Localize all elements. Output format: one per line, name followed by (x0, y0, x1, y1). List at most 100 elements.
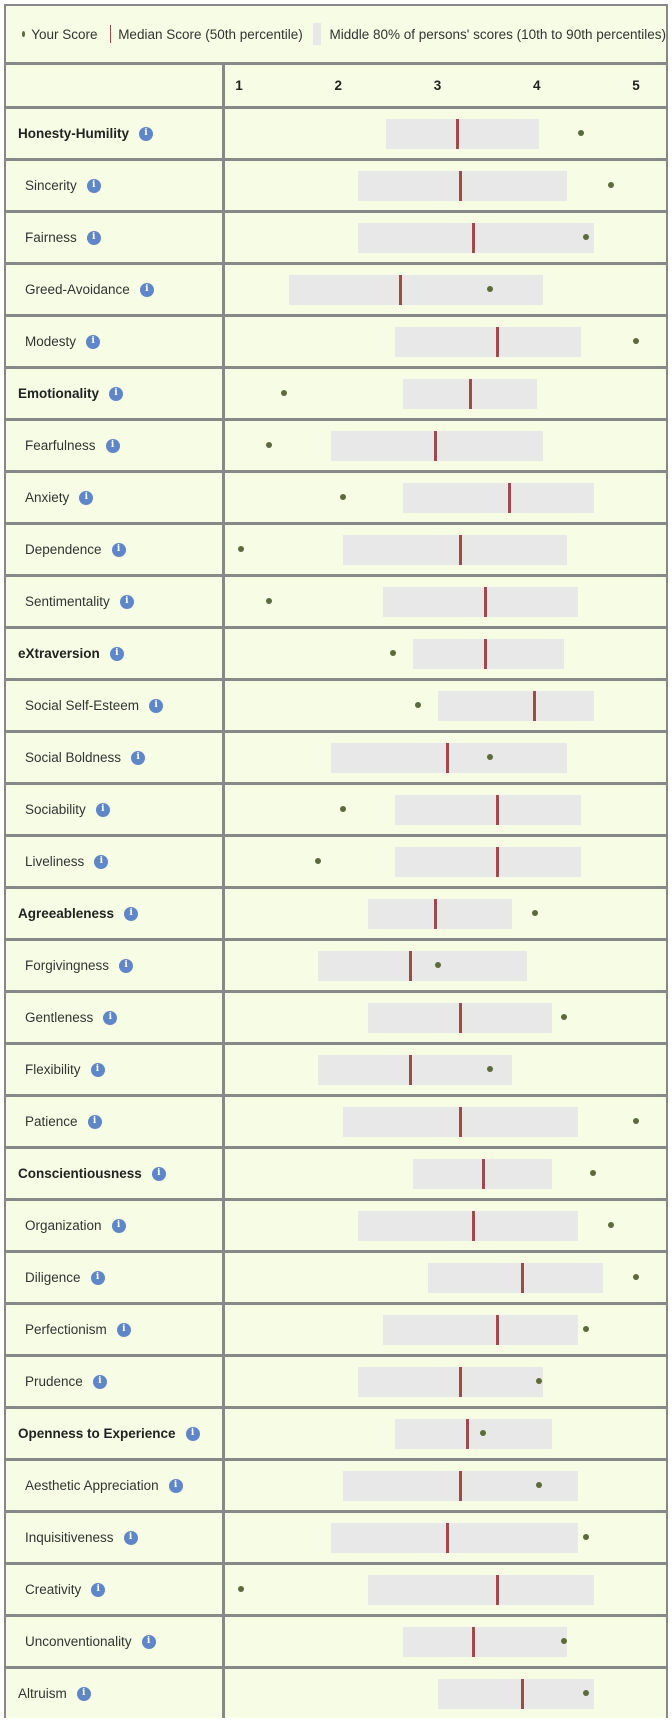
info-icon[interactable]: i (151, 1166, 166, 1181)
range-box (394, 847, 582, 877)
trait-name: Organization i (25, 1201, 126, 1250)
info-icon[interactable]: i (168, 1478, 183, 1493)
info-icon[interactable]: i (109, 646, 124, 661)
info-icon[interactable]: i (123, 1530, 138, 1545)
median-line (458, 1367, 462, 1397)
median-line (508, 483, 512, 513)
trait-plot-cell (225, 1253, 666, 1302)
score-dot (389, 650, 396, 656)
trait-plot-cell (225, 1305, 666, 1354)
range-box (394, 1419, 552, 1449)
trait-name-text: Agreeableness (18, 906, 115, 921)
score-dot (265, 442, 272, 448)
trait-label-cell: Openness to Experience i (6, 1409, 222, 1458)
info-icon[interactable]: i (111, 1218, 126, 1233)
trait-name-text: Social Boldness (25, 750, 122, 765)
info-icon[interactable]: i (94, 854, 109, 869)
trait-name: Forgivingness i (25, 941, 134, 990)
info-icon[interactable]: i (76, 1686, 91, 1701)
hexaco-results-table: Your Score Median Score (50th percentile… (4, 4, 668, 1718)
info-icon[interactable]: i (111, 542, 126, 557)
range-box (358, 223, 595, 253)
trait-name-text: Flexibility (25, 1062, 81, 1077)
trait-label-cell: Dependence i (6, 525, 222, 574)
trait-label-cell: Emotionality i (6, 369, 222, 418)
score-dot (578, 130, 585, 136)
info-icon[interactable]: i (86, 230, 101, 245)
score-dot (633, 1118, 639, 1124)
info-icon[interactable]: i (124, 906, 139, 921)
info-icon[interactable]: i (116, 1322, 131, 1337)
median-line (399, 275, 403, 305)
trait-name: Aesthetic Appreciation i (25, 1461, 183, 1510)
trait-label-cell: Aesthetic Appreciation i (6, 1461, 222, 1510)
range-box (412, 639, 564, 669)
info-icon[interactable]: i (90, 1270, 105, 1285)
info-icon[interactable]: i (119, 594, 134, 609)
trait-name: Dependence i (25, 525, 126, 574)
trait-name: Prudence i (25, 1357, 107, 1406)
trait-plot-cell (225, 109, 666, 158)
info-icon[interactable]: i (92, 1374, 107, 1389)
range-box (385, 119, 539, 149)
info-icon[interactable]: i (139, 126, 154, 141)
info-icon[interactable]: i (139, 282, 154, 297)
range-box (437, 691, 595, 721)
trait-name-text: Sociability (25, 802, 86, 817)
median-line (445, 743, 449, 773)
trait-name-text: Conscientiousness (18, 1166, 142, 1181)
info-icon[interactable]: i (185, 1426, 200, 1441)
info-icon[interactable]: i (149, 698, 164, 713)
score-dot (487, 286, 494, 292)
median-line (471, 223, 475, 253)
trait-name: Unconventionality i (25, 1617, 156, 1666)
range-box (358, 1211, 579, 1241)
score-dot (340, 494, 347, 500)
median-line (445, 1523, 449, 1553)
info-icon[interactable]: i (141, 1634, 156, 1649)
info-icon[interactable]: i (131, 750, 146, 765)
info-icon[interactable]: i (90, 1062, 105, 1077)
trait-name-text: Altruism (18, 1686, 67, 1701)
info-icon[interactable]: i (105, 438, 120, 453)
median-line (468, 379, 472, 409)
info-icon[interactable]: i (87, 1114, 102, 1129)
range-box (288, 275, 543, 305)
legend-median-swatch (109, 25, 112, 43)
trait-name-text: Fairness (25, 230, 77, 245)
info-icon[interactable]: i (109, 386, 124, 401)
info-icon[interactable]: i (119, 958, 134, 973)
score-dot (608, 182, 615, 188)
info-icon[interactable]: i (103, 1010, 118, 1025)
score-dot (608, 1222, 615, 1228)
info-icon[interactable]: i (79, 490, 94, 505)
trait-name: Social Boldness i (25, 733, 146, 782)
info-icon[interactable]: i (86, 178, 101, 193)
trait-plot-cell (225, 1565, 666, 1614)
trait-name-text: Perfectionism (25, 1322, 107, 1337)
trait-name: Social Self-Esteem i (25, 681, 164, 730)
x-tick-label: 1 (235, 78, 243, 93)
range-box (368, 1575, 595, 1605)
legend-score-label: Your Score (31, 26, 98, 42)
trait-label-cell: Sociability i (6, 785, 222, 834)
trait-name-text: Inquisitiveness (25, 1530, 114, 1545)
trait-plot-cell (225, 317, 666, 366)
trait-name: Patience i (25, 1097, 102, 1146)
trait-plot-cell (225, 369, 666, 418)
trait-plot-cell (225, 993, 666, 1042)
trait-label-cell: Anxiety i (6, 473, 222, 522)
trait-name-text: Prudence (25, 1374, 83, 1389)
info-icon[interactable]: i (86, 334, 101, 349)
trait-label-cell: Perfectionism i (6, 1305, 222, 1354)
info-icon[interactable]: i (91, 1582, 106, 1597)
median-line (483, 639, 487, 669)
trait-plot-cell (225, 1149, 666, 1198)
range-box (437, 1679, 595, 1709)
axis-header-blank (6, 65, 222, 106)
score-dot (237, 1586, 244, 1592)
range-box (343, 535, 567, 565)
info-icon[interactable]: i (95, 802, 110, 817)
trait-name-text: Honesty-Humility (18, 126, 130, 141)
trait-name-text: eXtraversion (18, 646, 100, 661)
